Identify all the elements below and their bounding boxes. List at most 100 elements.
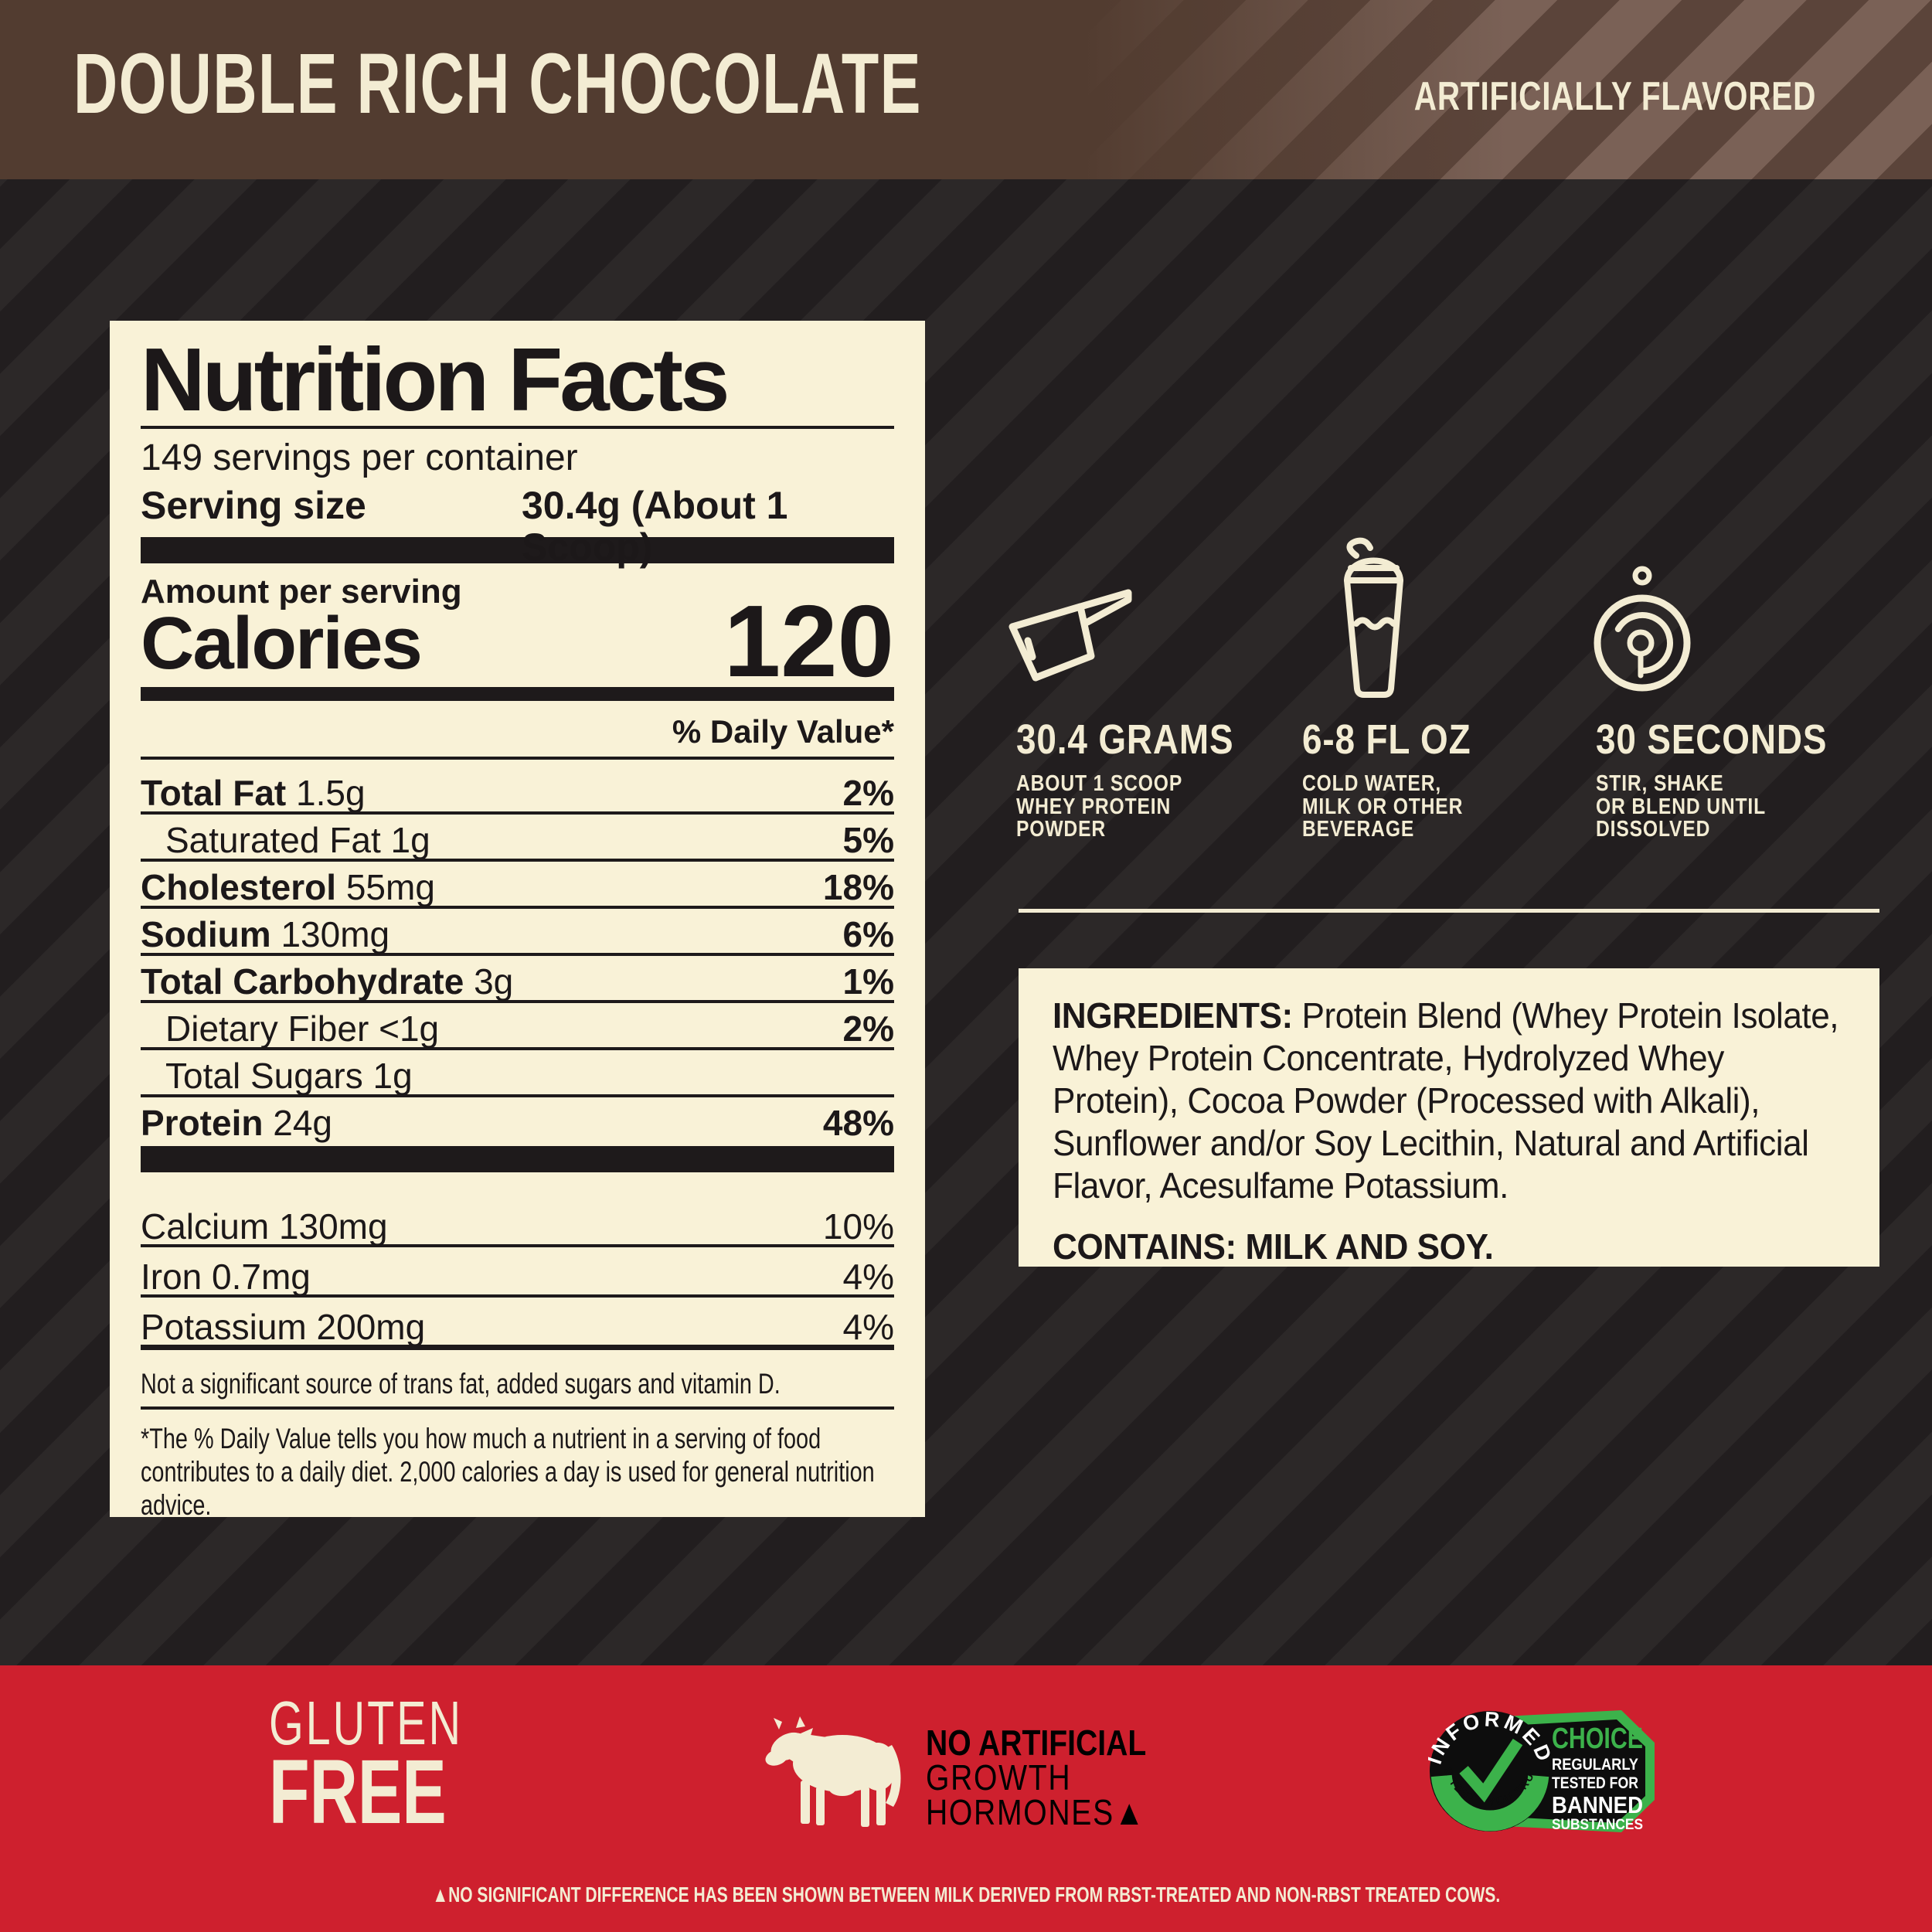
nutrient-amount: 1.5g [296, 773, 366, 813]
step-grams-lines: ABOUT 1 SCOOP WHEY PROTEIN POWDER [1016, 771, 1183, 842]
step-line: POWDER [1016, 817, 1107, 842]
nutrient-row-total-fat: Total Fat 1.5g 2% [141, 767, 894, 815]
step-line: OR BLEND UNTIL [1596, 794, 1767, 819]
mineral-dv: 4% [842, 1307, 894, 1347]
substances-text: SUBSTANCES [1552, 1817, 1643, 1833]
daily-value-header: % Daily Value* [672, 713, 894, 750]
nutrient-row-sodium: Sodium 130mg 6% [141, 909, 894, 956]
step-seconds-lines: STIR, SHAKE OR BLEND UNTIL DISSOLVED [1596, 771, 1767, 842]
footer: ▲NO SIGNIFICANT DIFFERENCE HAS BEEN SHOW… [0, 1883, 1932, 1906]
nutrition-facts-title: Nutrition Facts [141, 329, 730, 430]
nutrient-name: Sodium [141, 914, 271, 954]
nutrient-dv: 2% [842, 773, 894, 813]
nutrient-row-total-sugars: Total Sugars 1g [141, 1050, 894, 1097]
nutrient-name: Total Sugars [165, 1056, 363, 1096]
separator-line [1019, 909, 1879, 913]
serving-size-value: 30.4g (About 1 Scoop) [522, 484, 788, 569]
nutrient-amount: 1g [372, 1056, 413, 1096]
nutrient-name: Protein [141, 1103, 264, 1143]
ingredients-text: Protein Blend (Whey Protein Isolate, Whe… [1053, 995, 1839, 1206]
calories-label: Calories [141, 602, 423, 685]
mineral-name: Iron [141, 1257, 202, 1297]
divider [141, 757, 894, 760]
divider-thick [141, 1146, 894, 1172]
mineral-dv: 4% [842, 1257, 894, 1297]
scoop-icon [1009, 589, 1132, 682]
nutrient-rows: Total Fat 1.5g 2% Saturated Fat 1g 5% Ch… [141, 767, 894, 1141]
nutrient-name: Saturated Fat [165, 820, 381, 860]
ingredients-box: INGREDIENTS: Protein Blend (Whey Protein… [1019, 968, 1879, 1267]
nutrient-dv: 1% [842, 961, 894, 1002]
step-flOz-lines: COLD WATER, MILK OR OTHER BEVERAGE [1302, 772, 1464, 842]
mineral-row-calcium: Calcium 130mg 10% [141, 1197, 894, 1247]
nutrient-row-cholesterol: Cholesterol 55mg 18% [141, 862, 894, 909]
daily-value-footnote: *The % Daily Value tells you how much a … [141, 1423, 875, 1517]
nutrient-amount: 1g [390, 820, 430, 860]
mineral-name: Calcium [141, 1206, 270, 1247]
cow-icon [765, 1716, 901, 1827]
banned-text: BANNED [1552, 1791, 1643, 1818]
calories-row: Calories 120 [141, 590, 894, 692]
flavor-title: DOUBLE RICH CHOCOLATE [73, 36, 922, 131]
step-line: WHEY PROTEIN [1016, 794, 1172, 819]
divider-medium [141, 687, 894, 701]
calories-value: 120 [723, 584, 894, 698]
mineral-amount: 200mg [316, 1307, 426, 1347]
nutrient-name: Cholesterol [141, 867, 337, 907]
servings-per-container: 149 servings per container [141, 437, 578, 478]
step-seconds-header: 30 SECONDS [1596, 716, 1828, 763]
mineral-dv: 10% [822, 1206, 894, 1247]
mineral-row-iron: Iron 0.7mg 4% [141, 1247, 894, 1298]
step-line: ABOUT 1 SCOOP [1016, 771, 1183, 796]
serving-size-row: Serving size 30.4g (About 1 Scoop) [141, 484, 894, 568]
flavor-tag: ARTIFICIALLY FLAVORED [1413, 74, 1816, 119]
nutrient-row-saturated-fat: Saturated Fat 1g 5% [141, 815, 894, 862]
amount-per-serving-label: Amount per serving [141, 573, 462, 611]
divider-thick [141, 537, 894, 563]
timer-icon [1594, 566, 1691, 692]
flavor-banner: DOUBLE RICH CHOCOLATE ARTIFICIALLY FLAVO… [0, 0, 1932, 179]
nutrient-dv: 2% [842, 1009, 894, 1049]
contains-statement: CONTAINS: MILK AND SOY. [1053, 1226, 1494, 1267]
step-line: STIR, SHAKE [1596, 771, 1724, 796]
step-line: DISSOLVED [1596, 817, 1711, 842]
choice-text: CHOICE [1552, 1723, 1643, 1755]
informed-choice-badge: INFORMED WE TEST · YOU TRUST CHOICE REGU… [1428, 1705, 1655, 1833]
gluten-free-line1: GLUTEN [269, 1689, 463, 1757]
step-line: BEVERAGE [1302, 817, 1415, 842]
nutrient-row-dietary-fiber: Dietary Fiber <1g 2% [141, 1003, 894, 1050]
step-line: MILK OR OTHER [1302, 794, 1464, 819]
no-hormones-claim: NO ARTIFICIAL GROWTH HORMONES▲ [926, 1723, 1147, 1832]
nutrient-amount: 55mg [345, 867, 435, 907]
no-hormones-line1: NO ARTIFICIAL [926, 1723, 1147, 1763]
nutrient-dv: 5% [842, 820, 894, 860]
mineral-amount: 0.7mg [212, 1257, 311, 1297]
mineral-name: Potassium [141, 1307, 307, 1347]
nutrient-name: Dietary Fiber [165, 1009, 369, 1049]
mineral-amount: 130mg [278, 1206, 388, 1247]
gluten-free-line2: FREE [269, 1741, 447, 1843]
tested-for-text: TESTED FOR [1552, 1774, 1638, 1792]
ingredients-label: INGREDIENTS: [1053, 995, 1293, 1036]
nutrient-amount: 3g [474, 961, 514, 1002]
serving-size-label: Serving size [141, 484, 366, 527]
nutrient-amount: <1g [379, 1009, 440, 1049]
step-grams-header: 30.4 GRAMS [1016, 716, 1234, 763]
not-significant-note: Not a significant source of trans fat, a… [141, 1368, 781, 1400]
divider [141, 426, 894, 429]
divider [141, 1406, 894, 1410]
mineral-rows: Calcium 130mg 10% Iron 0.7mg 4% Potassiu… [141, 1197, 894, 1350]
nutrient-dv: 48% [822, 1103, 894, 1143]
regularly-text: REGULARLY [1552, 1756, 1638, 1774]
nutrient-amount: 24g [273, 1103, 332, 1143]
mineral-row-potassium: Potassium 200mg 4% [141, 1298, 894, 1350]
nutrient-row-total-carbohydrate: Total Carbohydrate 3g 1% [141, 956, 894, 1003]
gluten-free-badge: GLUTEN FREE [269, 1689, 539, 1843]
nutrient-amount: 130mg [281, 914, 390, 954]
nutrient-dv: 6% [842, 914, 894, 954]
no-hormones-line3: HORMONES▲ [926, 1792, 1146, 1832]
shaker-icon [1344, 537, 1403, 698]
nutrient-dv: 18% [822, 867, 894, 907]
nutrition-facts-panel: Nutrition Facts 149 servings per contain… [110, 321, 925, 1517]
